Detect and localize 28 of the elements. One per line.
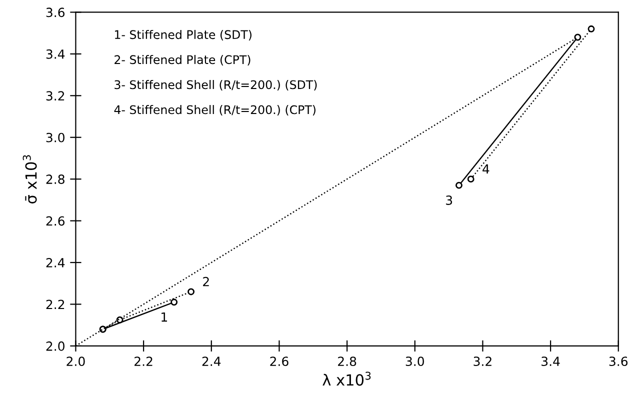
x-tick-label: 3.6	[609, 356, 628, 366]
y-tick-label: 2.4	[46, 258, 65, 268]
annotation: 2- Stiffened Plate (CPT)	[114, 54, 250, 66]
y-tick-label: 2.2	[46, 300, 64, 309]
y-tick-label: 3.0	[46, 132, 64, 142]
x-tick-label: 2.6	[270, 356, 288, 366]
x-tick-label: 3.4	[542, 356, 560, 366]
annotation: 2	[203, 276, 209, 286]
annotation: 3	[446, 196, 452, 205]
y-tick-label: 2.0	[46, 341, 64, 351]
y-tick-label: 3.6	[46, 8, 65, 18]
y-tick-label: 2.6	[46, 216, 65, 226]
x-tick-label: 2.0	[66, 356, 85, 366]
y-tick-label: 2.8	[46, 174, 64, 184]
x-axis-title: λ x10$^{3}$	[322, 372, 371, 386]
y-axis-title: σ̄ x10$^{3}$	[22, 155, 37, 204]
y-tick-label: 3.4	[46, 49, 65, 59]
annotation: 1	[162, 312, 167, 322]
annotation: 4	[482, 164, 490, 174]
y-tick-label: 3.2	[46, 91, 64, 101]
annotation: 3- Stiffened Shell (R/t=200.) (SDT)	[114, 80, 317, 91]
x-tick-label: 3.0	[406, 356, 424, 366]
annotation: 4- Stiffened Shell (R/t=200.) (CPT)	[114, 105, 316, 116]
x-tick-label: 3.2	[474, 356, 492, 366]
x-tick-label: 2.2	[134, 356, 152, 366]
x-tick-label: 2.4	[202, 356, 221, 366]
annotation: 1- Stiffened Plate (SDT)	[115, 30, 252, 40]
x-tick-label: 2.8	[338, 356, 356, 366]
